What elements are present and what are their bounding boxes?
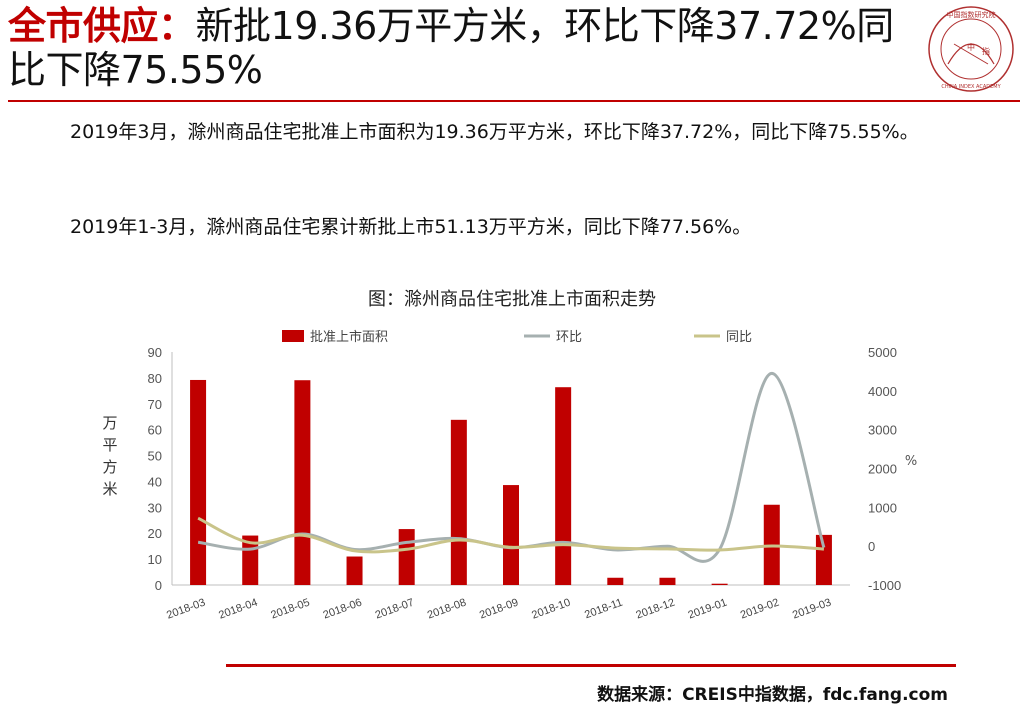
y-axis-title-char: 万 bbox=[102, 414, 117, 432]
legend-label-环比: 环比 bbox=[556, 330, 582, 345]
bar-2018-12 bbox=[659, 577, 676, 585]
x-tick-label: 2019-02 bbox=[739, 597, 781, 622]
y-axis-title-char: 平 bbox=[102, 436, 117, 454]
bar-2019-01 bbox=[711, 583, 728, 585]
y-axis-title-char: 米 bbox=[102, 480, 117, 498]
line-series-同比 bbox=[197, 516, 824, 554]
x-tick-label: 2018-05 bbox=[269, 597, 311, 622]
y2-tick-label: -1000 bbox=[868, 578, 901, 593]
bar-2018-03 bbox=[190, 379, 207, 585]
bar-2018-06 bbox=[346, 556, 363, 585]
x-tick-label: 2018-09 bbox=[478, 597, 520, 622]
data-source: 数据来源：CREIS中指数据，fdc.fang.com bbox=[597, 685, 948, 705]
x-tick-label: 2018-10 bbox=[530, 597, 572, 622]
legend-swatch-批准上市面积 bbox=[282, 330, 304, 342]
paragraph-1: 2019年3月，滁州商品住宅批准上市面积为19.36万平方米，环比下降37.72… bbox=[40, 119, 1010, 145]
svg-text:中国指数研究院: 中国指数研究院 bbox=[947, 10, 996, 19]
line-series-环比 bbox=[197, 371, 826, 563]
y2-tick-label: 1000 bbox=[868, 500, 897, 515]
svg-text:CHINA INDEX ACADEMY: CHINA INDEX ACADEMY bbox=[941, 84, 1001, 90]
y-tick-label: 70 bbox=[148, 397, 162, 412]
y2-tick-label: 5000 bbox=[868, 345, 897, 360]
x-tick-label: 2018-06 bbox=[322, 597, 364, 622]
y-tick-label: 60 bbox=[148, 423, 162, 438]
x-tick-label: 2019-03 bbox=[791, 597, 833, 622]
y-tick-label: 90 bbox=[148, 345, 162, 360]
x-tick-label: 2018-07 bbox=[374, 597, 416, 622]
title-rest: 新批19.36万平方米，环比下降37.72%同比下降75.55% bbox=[8, 4, 894, 92]
bar-2018-08 bbox=[450, 419, 467, 585]
y2-tick-label: 0 bbox=[868, 539, 875, 554]
paragraph-1-text: 2019年3月，滁州商品住宅批准上市面积为19.36万平方米，环比下降37.72… bbox=[70, 121, 919, 143]
legend-label-同比: 同比 bbox=[726, 330, 752, 345]
x-tick-label: 2018-04 bbox=[217, 597, 259, 622]
legend-label-批准上市面积: 批准上市面积 bbox=[310, 329, 388, 345]
x-tick-label: 2019-01 bbox=[687, 597, 729, 622]
y-tick-label: 20 bbox=[148, 526, 162, 541]
bar-2018-05 bbox=[294, 380, 311, 585]
page-title: 全市供应：新批19.36万平方米，环比下降37.72%同比下降75.55% bbox=[8, 4, 928, 92]
y2-tick-label: 4000 bbox=[868, 384, 897, 399]
bar-2018-11 bbox=[607, 577, 624, 585]
y2-tick-label: 2000 bbox=[868, 462, 897, 477]
title-divider bbox=[8, 100, 1020, 102]
x-tick-label: 2018-03 bbox=[165, 597, 207, 622]
bar-2018-09 bbox=[503, 485, 519, 585]
y-axis-title-char: 方 bbox=[102, 458, 117, 476]
bar-2018-07 bbox=[398, 529, 415, 585]
x-tick-label: 2018-08 bbox=[426, 597, 468, 622]
y-tick-label: 40 bbox=[148, 474, 162, 489]
x-tick-label: 2018-12 bbox=[634, 597, 676, 622]
paragraph-2: 2019年1-3月，滁州商品住宅累计新批上市51.13万平方米，同比下降77.5… bbox=[40, 214, 1010, 240]
y2-tick-label: 3000 bbox=[868, 423, 897, 438]
svg-text:中: 中 bbox=[967, 42, 975, 52]
paragraph-2-text: 2019年1-3月，滁州商品住宅累计新批上市51.13万平方米，同比下降77.5… bbox=[70, 216, 752, 238]
y-tick-label: 80 bbox=[148, 371, 162, 386]
svg-text:指: 指 bbox=[982, 46, 990, 56]
title-accent: 全市供应： bbox=[8, 4, 196, 48]
china-index-academy-logo: 中 指 中国指数研究院 CHINA INDEX ACADEMY bbox=[928, 6, 1014, 92]
y-tick-label: 0 bbox=[155, 578, 162, 593]
y-tick-label: 50 bbox=[148, 449, 162, 464]
y-tick-label: 10 bbox=[148, 552, 162, 567]
x-tick-label: 2018-11 bbox=[583, 597, 624, 622]
bar-2018-10 bbox=[555, 387, 572, 585]
y2-axis-title: % bbox=[905, 454, 917, 469]
y-tick-label: 30 bbox=[148, 500, 162, 515]
chart-title: 图：滁州商品住宅批准上市面积走势 bbox=[368, 289, 656, 310]
source-divider bbox=[226, 664, 956, 667]
